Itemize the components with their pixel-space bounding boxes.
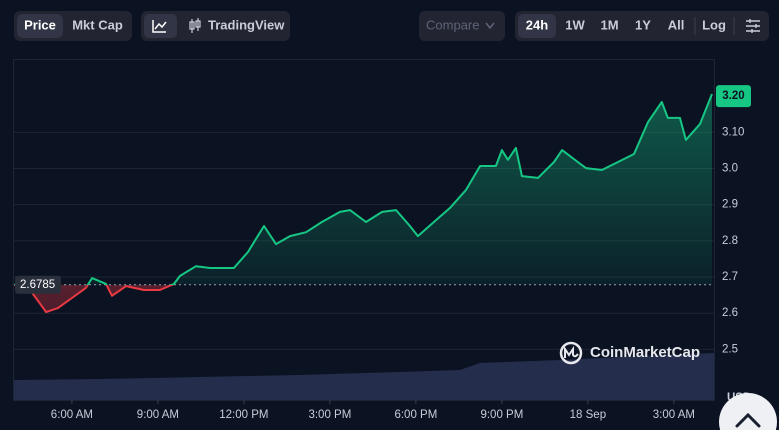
y-tick-label: 3.0	[722, 163, 738, 175]
price-line	[14, 93, 713, 314]
y-tick-label: 2.9	[722, 199, 738, 211]
range-active	[518, 14, 556, 38]
x-tick-label: 3:00 AM	[653, 409, 695, 421]
plot-frame	[13, 59, 715, 401]
baseline-label-box	[15, 275, 61, 294]
range-button[interactable]: 1W	[565, 17, 585, 32]
view-button-label: Mkt Cap	[72, 17, 123, 32]
range-button[interactable]: 1Y	[635, 17, 651, 32]
y-tick-label: 2.7	[722, 271, 738, 283]
view-button-label: Price	[24, 17, 56, 32]
x-tick-label: 6:00 PM	[394, 409, 437, 421]
x-tick-label: 6:00 AM	[51, 409, 93, 421]
last-price-badge	[716, 85, 751, 108]
x-tick-label: 9:00 AM	[137, 409, 179, 421]
compare-label: Compare	[426, 17, 479, 32]
baseline-label: 2.6785	[20, 279, 55, 291]
range-group	[515, 11, 769, 41]
chart-type-group	[141, 11, 290, 41]
candle-icon	[189, 18, 201, 33]
log-button[interactable]: Log	[702, 17, 726, 32]
range-button[interactable]: 24h	[526, 17, 548, 32]
compare-button[interactable]	[419, 11, 505, 41]
y-tick-label: 2.8	[722, 235, 738, 247]
y-tick-label: 2.5	[722, 343, 738, 355]
line-chart-icon	[152, 20, 167, 33]
tradingview-label[interactable]: TradingView	[208, 17, 285, 32]
watermark: CoinMarketCap	[559, 341, 700, 365]
price-area	[14, 94, 712, 313]
volume	[14, 353, 714, 400]
range-button[interactable]: All	[668, 17, 685, 32]
x-tick-label: 12:00 PM	[219, 409, 268, 421]
x-tick-label: 3:00 PM	[308, 409, 351, 421]
compare-chevron	[485, 22, 495, 30]
y-tick-label: 2.6	[722, 307, 738, 319]
y-tick-label: 3.10	[722, 126, 744, 138]
x-tick-label: 9:00 PM	[480, 409, 523, 421]
last-price-label: 3.20	[722, 90, 744, 102]
toolbar: Price Mkt Cap TradingView Compare 24h 1W 1M 1Y A…	[14, 11, 769, 41]
x-tick-label: 18 Sep	[570, 409, 606, 421]
watermark-text: CoinMarketCap	[590, 344, 700, 361]
view-button[interactable]	[17, 14, 63, 38]
settings-icon[interactable]	[746, 19, 760, 33]
scroll-top-button[interactable]	[719, 393, 777, 430]
range-button[interactable]: 1M	[600, 17, 618, 32]
